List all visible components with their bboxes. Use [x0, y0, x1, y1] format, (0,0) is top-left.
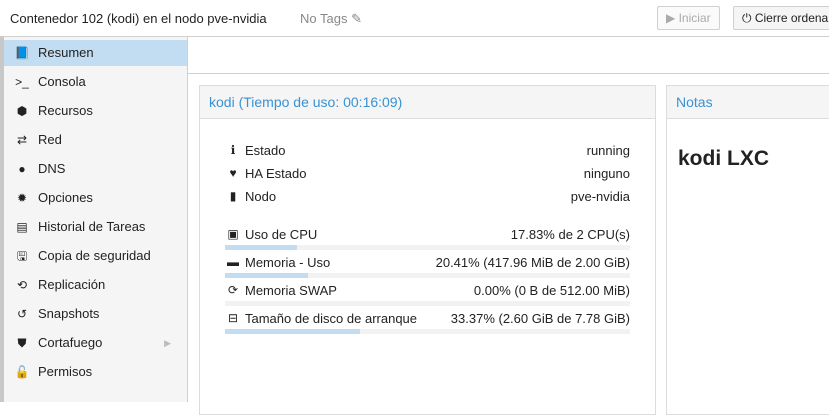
sidebar-item-label: Snapshots: [38, 306, 100, 321]
info-label: Nodo: [245, 189, 277, 204]
info-value: pve-nvidia: [570, 189, 630, 204]
unlock-icon: 🔓: [14, 365, 30, 379]
sidebar-item-label: Replicación: [38, 277, 106, 292]
sidebar-item-resumen[interactable]: 📘 Resumen: [4, 40, 187, 66]
start-label: Iniciar: [678, 11, 711, 25]
exchange-icon: ⇄: [16, 133, 28, 147]
retweet-icon: ⟲: [16, 278, 28, 292]
info-label: Estado: [245, 143, 286, 158]
sidebar-item-snapshots[interactable]: ↺ Snapshots: [4, 301, 187, 327]
usage-label: Memoria - Uso: [245, 255, 331, 270]
sidebar-item-label: Red: [38, 132, 62, 147]
chevron-right-icon[interactable]: ▶: [164, 338, 171, 348]
usage-label: Tamaño de disco de arranque: [245, 311, 418, 326]
usage-bar-fill: [225, 245, 298, 250]
cpu-icon: ▣: [227, 227, 239, 241]
book-icon: 📘: [14, 46, 30, 60]
usage-label: Uso de CPU: [245, 227, 318, 242]
globe-icon: ●: [18, 162, 26, 176]
usage-value: 33.37% (2.60 GiB de 7.78 GiB): [450, 311, 630, 326]
usage-bar-fill: [225, 273, 308, 278]
sidebar-scrollbar[interactable]: [0, 37, 4, 402]
floppy-icon: 🖫: [16, 249, 28, 263]
usage-bar: [225, 273, 630, 278]
usage-bar: [225, 329, 630, 334]
sidebar-item-label: Permisos: [38, 364, 93, 379]
power-icon: ⏻: [742, 11, 752, 25]
start-button[interactable]: ▶ Iniciar: [657, 6, 720, 30]
cube-icon: ⬢: [16, 104, 28, 118]
notes-content: kodi LXC: [678, 147, 770, 170]
summary-panel: kodi (Tiempo de uso: 00:16:09): [199, 85, 656, 415]
sidebar-item-red[interactable]: ⇄ Red: [4, 127, 187, 153]
tags[interactable]: No Tags ✎: [300, 11, 362, 27]
usage-bar: [225, 301, 630, 306]
sidebar-item-consola[interactable]: >_ Consola: [4, 69, 187, 95]
shutdown-label: Cierre ordena: [754, 11, 829, 25]
page-title: Contenedor 102 (kodi) en el nodo pve-nvi…: [10, 11, 267, 26]
memory-icon: ▬: [227, 255, 239, 269]
notes-title: Notas: [667, 86, 829, 119]
sidebar-item-historial-de-tareas[interactable]: ▤ Historial de Tareas: [4, 214, 187, 240]
shutdown-button[interactable]: ⏻ Cierre ordena: [733, 6, 829, 30]
tags-label: No Tags: [300, 11, 348, 26]
sidebar-item-label: Recursos: [38, 103, 93, 118]
sidebar-item-label: Historial de Tareas: [38, 219, 146, 234]
usage-label: Memoria SWAP: [245, 283, 337, 298]
info-icon: ℹ: [230, 143, 236, 157]
hdd-icon: ⊟: [227, 311, 239, 325]
sidebar-item-permisos[interactable]: 🔓 Permisos: [4, 359, 187, 385]
sidebar-item-label: DNS: [38, 161, 66, 176]
sidebar-item-replicaci-n[interactable]: ⟲ Replicación: [4, 272, 187, 298]
sidebar-item-label: Opciones: [38, 190, 93, 205]
header: Contenedor 102 (kodi) en el nodo pve-nvi…: [0, 0, 829, 37]
info-value: running: [586, 143, 630, 158]
info-label: HA Estado: [245, 166, 307, 181]
refresh-icon: ⟳: [227, 283, 239, 297]
toolbar: [188, 37, 829, 74]
usage-bar-fill: [225, 329, 361, 334]
pencil-icon[interactable]: ✎: [351, 11, 362, 26]
summary-title: kodi (Tiempo de uso: 00:16:09): [200, 86, 655, 119]
info-value: ninguno: [583, 166, 630, 181]
sidebar-item-label: Copia de seguridad: [38, 248, 151, 263]
sidebar: [0, 37, 188, 402]
sidebar-item-recursos[interactable]: ⬢ Recursos: [4, 98, 187, 124]
usage-value: 20.41% (417.96 MiB de 2.00 GiB): [435, 255, 630, 270]
heartbeat-icon: ♥: [229, 166, 237, 180]
notes-panel: Notas kodi LXC: [666, 85, 829, 415]
sidebar-item-copia-de-seguridad[interactable]: 🖫 Copia de seguridad: [4, 243, 187, 269]
sidebar-item-opciones[interactable]: ✹ Opciones: [4, 185, 187, 211]
usage-value: 0.00% (0 B de 512.00 MiB): [473, 283, 630, 298]
usage-bar: [225, 245, 630, 250]
list-icon: ▤: [16, 220, 28, 234]
shield-icon: ⛊: [17, 336, 27, 350]
sidebar-item-label: Resumen: [38, 45, 94, 60]
sidebar-item-label: Cortafuego: [38, 335, 103, 350]
server-icon: ▮: [229, 189, 237, 203]
sidebar-item-label: Consola: [38, 74, 86, 89]
history-icon: ↺: [16, 307, 28, 321]
terminal-icon: >_: [15, 75, 29, 89]
usage-value: 17.83% de 2 CPU(s): [510, 227, 630, 242]
sidebar-item-cortafuego[interactable]: ⛊ Cortafuego ▶: [4, 330, 187, 356]
gear-icon: ✹: [16, 191, 28, 205]
play-icon: ▶: [666, 11, 676, 25]
sidebar-item-dns[interactable]: ● DNS: [4, 156, 187, 182]
